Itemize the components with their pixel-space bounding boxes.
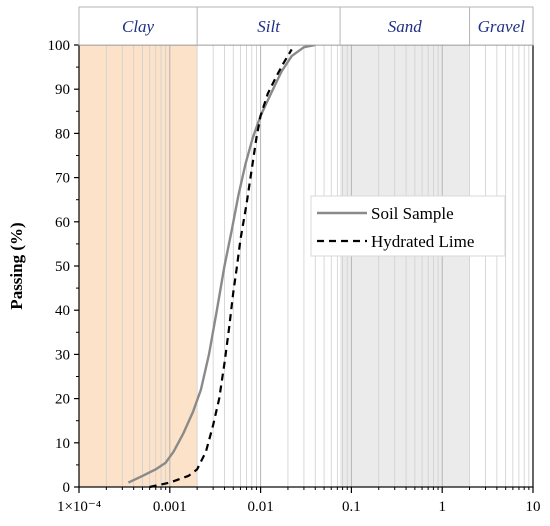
- y-tick-label: 90: [55, 82, 70, 98]
- legend-label: Soil Sample: [371, 204, 454, 223]
- x-tick-label: 10: [526, 499, 541, 515]
- y-tick-label: 30: [55, 347, 70, 363]
- y-tick-label: 70: [55, 171, 70, 187]
- soil-class-bands: [79, 45, 533, 487]
- x-tick-label: 0.001: [153, 499, 187, 515]
- tick-labels: 0 10 20 30 40 50 60 70 80 90 100 1×10⁻⁴ 0.001 0.01 0.1…: [48, 38, 541, 515]
- x-tick-label: 0.1: [342, 499, 361, 515]
- series-line-hydrated-lime: [149, 48, 293, 489]
- y-tick-label: 40: [55, 303, 70, 319]
- band-header-frame: [78, 6, 534, 46]
- y-tick-label: 100: [48, 38, 71, 54]
- x-tick-label: 1×10⁻⁴: [57, 499, 101, 515]
- y-tick-label: 20: [55, 392, 70, 408]
- y-axis-label: Passing (%): [7, 222, 26, 309]
- y-tick-label: 60: [55, 215, 70, 231]
- y-tick-label: 0: [63, 480, 71, 496]
- band-header: Clay Silt Sand Gravel: [78, 6, 534, 46]
- legend-box: [310, 195, 506, 257]
- band-label-clay: Clay: [122, 17, 155, 36]
- band-gravel: [469, 45, 533, 487]
- y-tick-label: 10: [55, 436, 70, 452]
- legend: Soil Sample Hydrated Lime: [310, 195, 506, 257]
- y-tick-label: 80: [55, 126, 70, 142]
- band-label-sand: Sand: [388, 17, 423, 36]
- x-tick-label: 0.01: [247, 499, 273, 515]
- band-label-silt: Silt: [257, 17, 281, 36]
- band-silt: [197, 45, 341, 487]
- y-tick-label: 50: [55, 259, 70, 275]
- band-sand: [340, 45, 470, 487]
- band-label-gravel: Gravel: [478, 17, 525, 36]
- x-tick-label: 1: [438, 499, 446, 515]
- band-clay: [79, 45, 198, 487]
- legend-label: Hydrated Lime: [371, 232, 474, 251]
- series-line-soil-sample: [127, 43, 316, 484]
- series-layer: [127, 43, 316, 489]
